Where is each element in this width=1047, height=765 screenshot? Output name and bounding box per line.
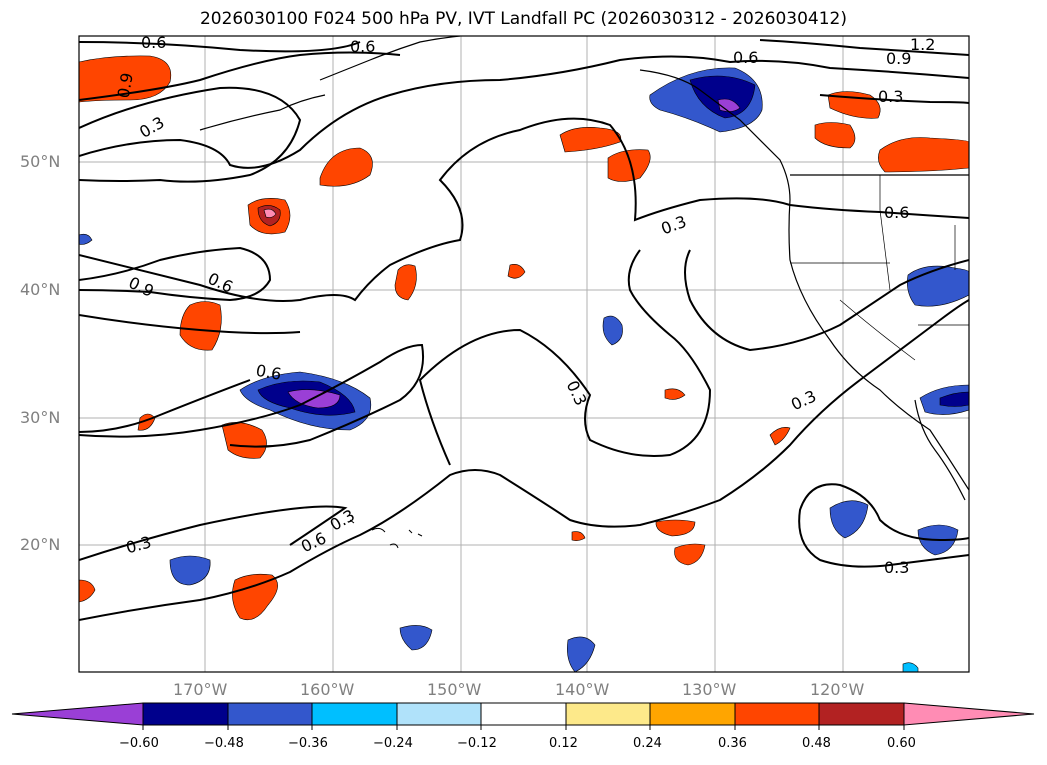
lat-label-20n: 20°N <box>20 535 61 554</box>
lon-label-130w: 130°W <box>682 680 737 699</box>
contour-label: 0.6 <box>350 37 375 56</box>
blob-neg-j <box>902 662 919 672</box>
contour-label: 0.3 <box>124 532 154 557</box>
colorbar <box>11 702 1035 726</box>
contour-label: 0.9 <box>126 273 157 301</box>
blob-pos-h <box>79 579 96 603</box>
colorbar-bin <box>311 702 398 726</box>
colorbar-tick-label: 0.12 <box>549 736 578 751</box>
blob-pos-s <box>571 531 586 541</box>
positive-anomaly-blobs <box>79 55 969 621</box>
contour-label: 0.3 <box>788 386 819 414</box>
colorbar-tick-label: 0.48 <box>802 736 831 751</box>
colorbar-bin <box>565 702 651 726</box>
blob-neg-b <box>399 625 433 651</box>
blob-pos-f <box>221 422 267 459</box>
blob-pos-k <box>607 149 651 182</box>
blob-pos-j <box>559 127 622 153</box>
colorbar-bin <box>734 702 820 726</box>
blob-pos-r <box>674 543 706 566</box>
lat-label-40n: 40°N <box>20 280 61 299</box>
colorbar-bin <box>396 702 482 726</box>
contour-label: 0.6 <box>884 203 909 222</box>
contour-label: 0.6 <box>254 361 282 384</box>
colorbar-bin <box>649 702 736 726</box>
colorbar-tick-label: −0.12 <box>457 736 497 751</box>
colorbar-tick-label: 0.36 <box>718 736 747 751</box>
blob-pos-c <box>394 264 417 301</box>
map-frame <box>78 35 970 673</box>
blob-pos-a <box>319 147 373 187</box>
colorbar-bin <box>480 702 567 726</box>
lon-label-140w: 140°W <box>555 680 610 699</box>
colorbar-bin <box>142 702 229 726</box>
blob-pos-o <box>878 137 969 173</box>
lat-label-50n: 50°N <box>20 152 61 171</box>
gridlines <box>79 36 969 672</box>
blob-neg-f <box>907 265 969 307</box>
contour-label: 1.2 <box>910 35 935 54</box>
blob-pos-g <box>232 573 278 621</box>
contour-label: 0.6 <box>205 269 236 297</box>
colorbar-bin <box>227 702 313 726</box>
contour-label: 0.6 <box>733 48 758 67</box>
colorbar-ticks <box>142 725 905 730</box>
blob-pos-q <box>655 519 696 537</box>
lon-label-170w: 170°W <box>173 680 228 699</box>
contour-label: 0.3 <box>136 113 168 142</box>
colorbar-tick-label: −0.36 <box>288 736 328 751</box>
contour-label: 0.3 <box>659 212 689 239</box>
blob-pos-i <box>507 264 526 279</box>
blob-pos-p <box>769 427 791 446</box>
coastlines <box>199 36 969 501</box>
islands <box>349 519 423 549</box>
lat-label-30n: 30°N <box>20 408 61 427</box>
colorbar-extend-low <box>11 702 144 726</box>
contour-label: 0.9 <box>886 49 911 68</box>
contour-label: 0.9 <box>114 71 137 99</box>
blob-neg-h <box>829 500 869 539</box>
map-title: 2026030100 F024 500 hPa PV, IVT Landfall… <box>199 9 847 29</box>
pv-contours <box>79 39 969 621</box>
contour-labels: 0.6 0.6 0.9 0.3 0.6 1.2 0.9 0.3 0.3 0.6 … <box>114 33 936 577</box>
blob-neg-d <box>602 315 623 346</box>
colorbar-bin <box>818 702 905 726</box>
lon-label-150w: 150°W <box>427 680 482 699</box>
blob-pos-n <box>814 122 856 149</box>
negative-anomaly-blobs <box>79 67 969 672</box>
contour-label: 0.3 <box>878 87 903 106</box>
contour-label: 0.3 <box>884 558 909 577</box>
colorbar-tick-label: −0.48 <box>204 736 244 751</box>
colorbar-extend-high <box>903 702 1035 726</box>
blob-pos-d <box>179 301 222 351</box>
lon-label-160w: 160°W <box>300 680 355 699</box>
colorbar-tick-label: −0.24 <box>373 736 413 751</box>
blob-neg-c <box>567 636 596 672</box>
lon-label-120w: 120°W <box>810 680 865 699</box>
contour-label: 0.3 <box>327 505 359 534</box>
blob-neg-e <box>79 233 93 245</box>
colorbar-tick-label: 0.24 <box>633 736 662 751</box>
state-borders <box>790 175 969 361</box>
blob-neg-a <box>169 555 211 586</box>
colorbar-tick-label: −0.60 <box>119 736 159 751</box>
contour-label: 0.6 <box>141 33 166 52</box>
blob-pos-l <box>664 388 686 400</box>
colorbar-tick-label: 0.60 <box>887 736 916 751</box>
